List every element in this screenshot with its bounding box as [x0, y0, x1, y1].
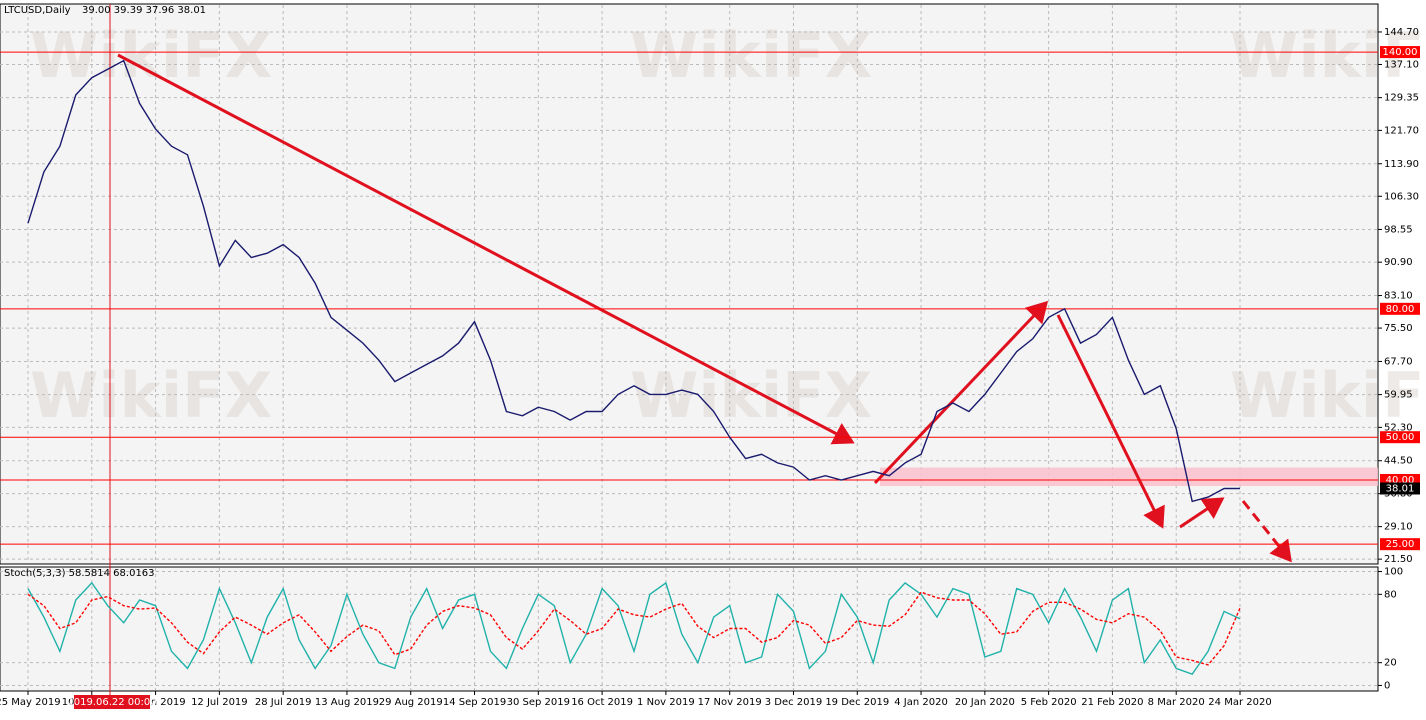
level-box	[1380, 431, 1420, 444]
level-label: 40.00	[1386, 475, 1415, 486]
x-tick-label: 1 Nov 2019	[637, 697, 695, 708]
x-tick-label: 25 May 2019	[0, 697, 61, 708]
y-tick-label: 80	[1384, 589, 1397, 600]
price-box	[1380, 482, 1420, 495]
y-tick-label: 144.70	[1384, 27, 1419, 38]
watermark: WikiFX	[1230, 359, 1426, 432]
y-tick-label: 52.30	[1384, 422, 1413, 433]
x-tick-label: 21 Feb 2020	[1081, 697, 1143, 708]
x-tick-label: 30 Sep 2019	[507, 697, 570, 708]
y-tick-label: 90.90	[1384, 257, 1413, 268]
level-label: 80.00	[1386, 304, 1415, 315]
price-label: 38.01	[1386, 484, 1415, 495]
level-label: 140.00	[1383, 47, 1418, 58]
chart-subtitle: 39.00 39.39 37.96 38.01	[82, 5, 206, 16]
x-tick-label: 3 Dec 2019	[765, 697, 823, 708]
x-tick-label: 24 Mar 2020	[1208, 697, 1271, 708]
y-tick-label: 106.30	[1384, 191, 1419, 202]
x-tick-label: 29 Aug 2019	[379, 697, 443, 708]
level-label: 50.00	[1386, 432, 1415, 443]
x-tick-label: 5 Feb 2020	[1021, 697, 1077, 708]
x-tick-label: 16 Oct 2019	[571, 697, 633, 708]
x-tick-label: 8 Mar 2020	[1148, 697, 1205, 708]
y-tick-label: 67.70	[1384, 356, 1413, 367]
trend-arrow	[873, 300, 1049, 485]
y-tick-label: 21.50	[1384, 554, 1413, 565]
y-tick-label: 29.10	[1384, 522, 1413, 533]
crosshair-box	[74, 695, 150, 709]
y-tick-label: 98.55	[1384, 224, 1413, 235]
x-tick-label: 13 Aug 2019	[315, 697, 379, 708]
level-box	[1380, 46, 1420, 59]
x-tick-label: 14 Sep 2019	[443, 697, 506, 708]
trend-arrow	[1241, 500, 1292, 563]
trend-arrow	[117, 53, 855, 445]
y-tick-label: 137.10	[1384, 59, 1419, 70]
y-tick-label: 20	[1384, 658, 1397, 669]
level-box	[1380, 302, 1420, 315]
y-tick-label: 75.50	[1384, 323, 1413, 334]
watermark: WikiFX	[30, 19, 272, 92]
x-tick-label: 19 Dec 2019	[825, 697, 889, 708]
chart-title: LTCUSD,Daily	[4, 5, 71, 16]
x-tick-label: 12 Jul 2019	[191, 697, 248, 708]
level-label: 25.00	[1386, 539, 1415, 550]
x-tick-label: 4 Jan 2020	[894, 697, 948, 708]
crosshair-label: 2019.06.22 00:00	[67, 697, 156, 708]
y-tick-label: 113.90	[1384, 159, 1419, 170]
watermark: WikiFX	[30, 359, 272, 432]
x-tick-label: 26 Jun 2019	[126, 697, 186, 708]
x-tick-label: 28 Jul 2019	[255, 697, 312, 708]
stoch-panel	[0, 566, 1379, 692]
y-tick-label: 121.70	[1384, 125, 1419, 136]
price-line	[27, 59, 1240, 503]
y-tick-label: 83.10	[1384, 291, 1413, 302]
trend-arrow	[1179, 497, 1225, 529]
watermark: WikiFX	[630, 359, 872, 432]
y-tick-label: 44.50	[1384, 456, 1413, 467]
zone	[880, 467, 1378, 486]
stoch-line	[27, 581, 1241, 675]
x-tick-label: 17 Nov 2019	[698, 697, 762, 708]
y-tick-label: 129.35	[1384, 93, 1419, 104]
y-tick-label: 100	[1384, 567, 1403, 578]
x-tick-label: 20 Jan 2020	[955, 697, 1015, 708]
y-tick-label: 0	[1384, 680, 1390, 691]
watermark: WikiFX	[630, 19, 872, 92]
stoch-title: Stoch(5,3,3) 58.5814 68.0163	[4, 568, 155, 579]
stoch-line	[27, 591, 1241, 666]
level-box	[1380, 538, 1420, 551]
trend-arrow	[1056, 314, 1165, 529]
y-tick-label: 59.95	[1384, 390, 1413, 401]
